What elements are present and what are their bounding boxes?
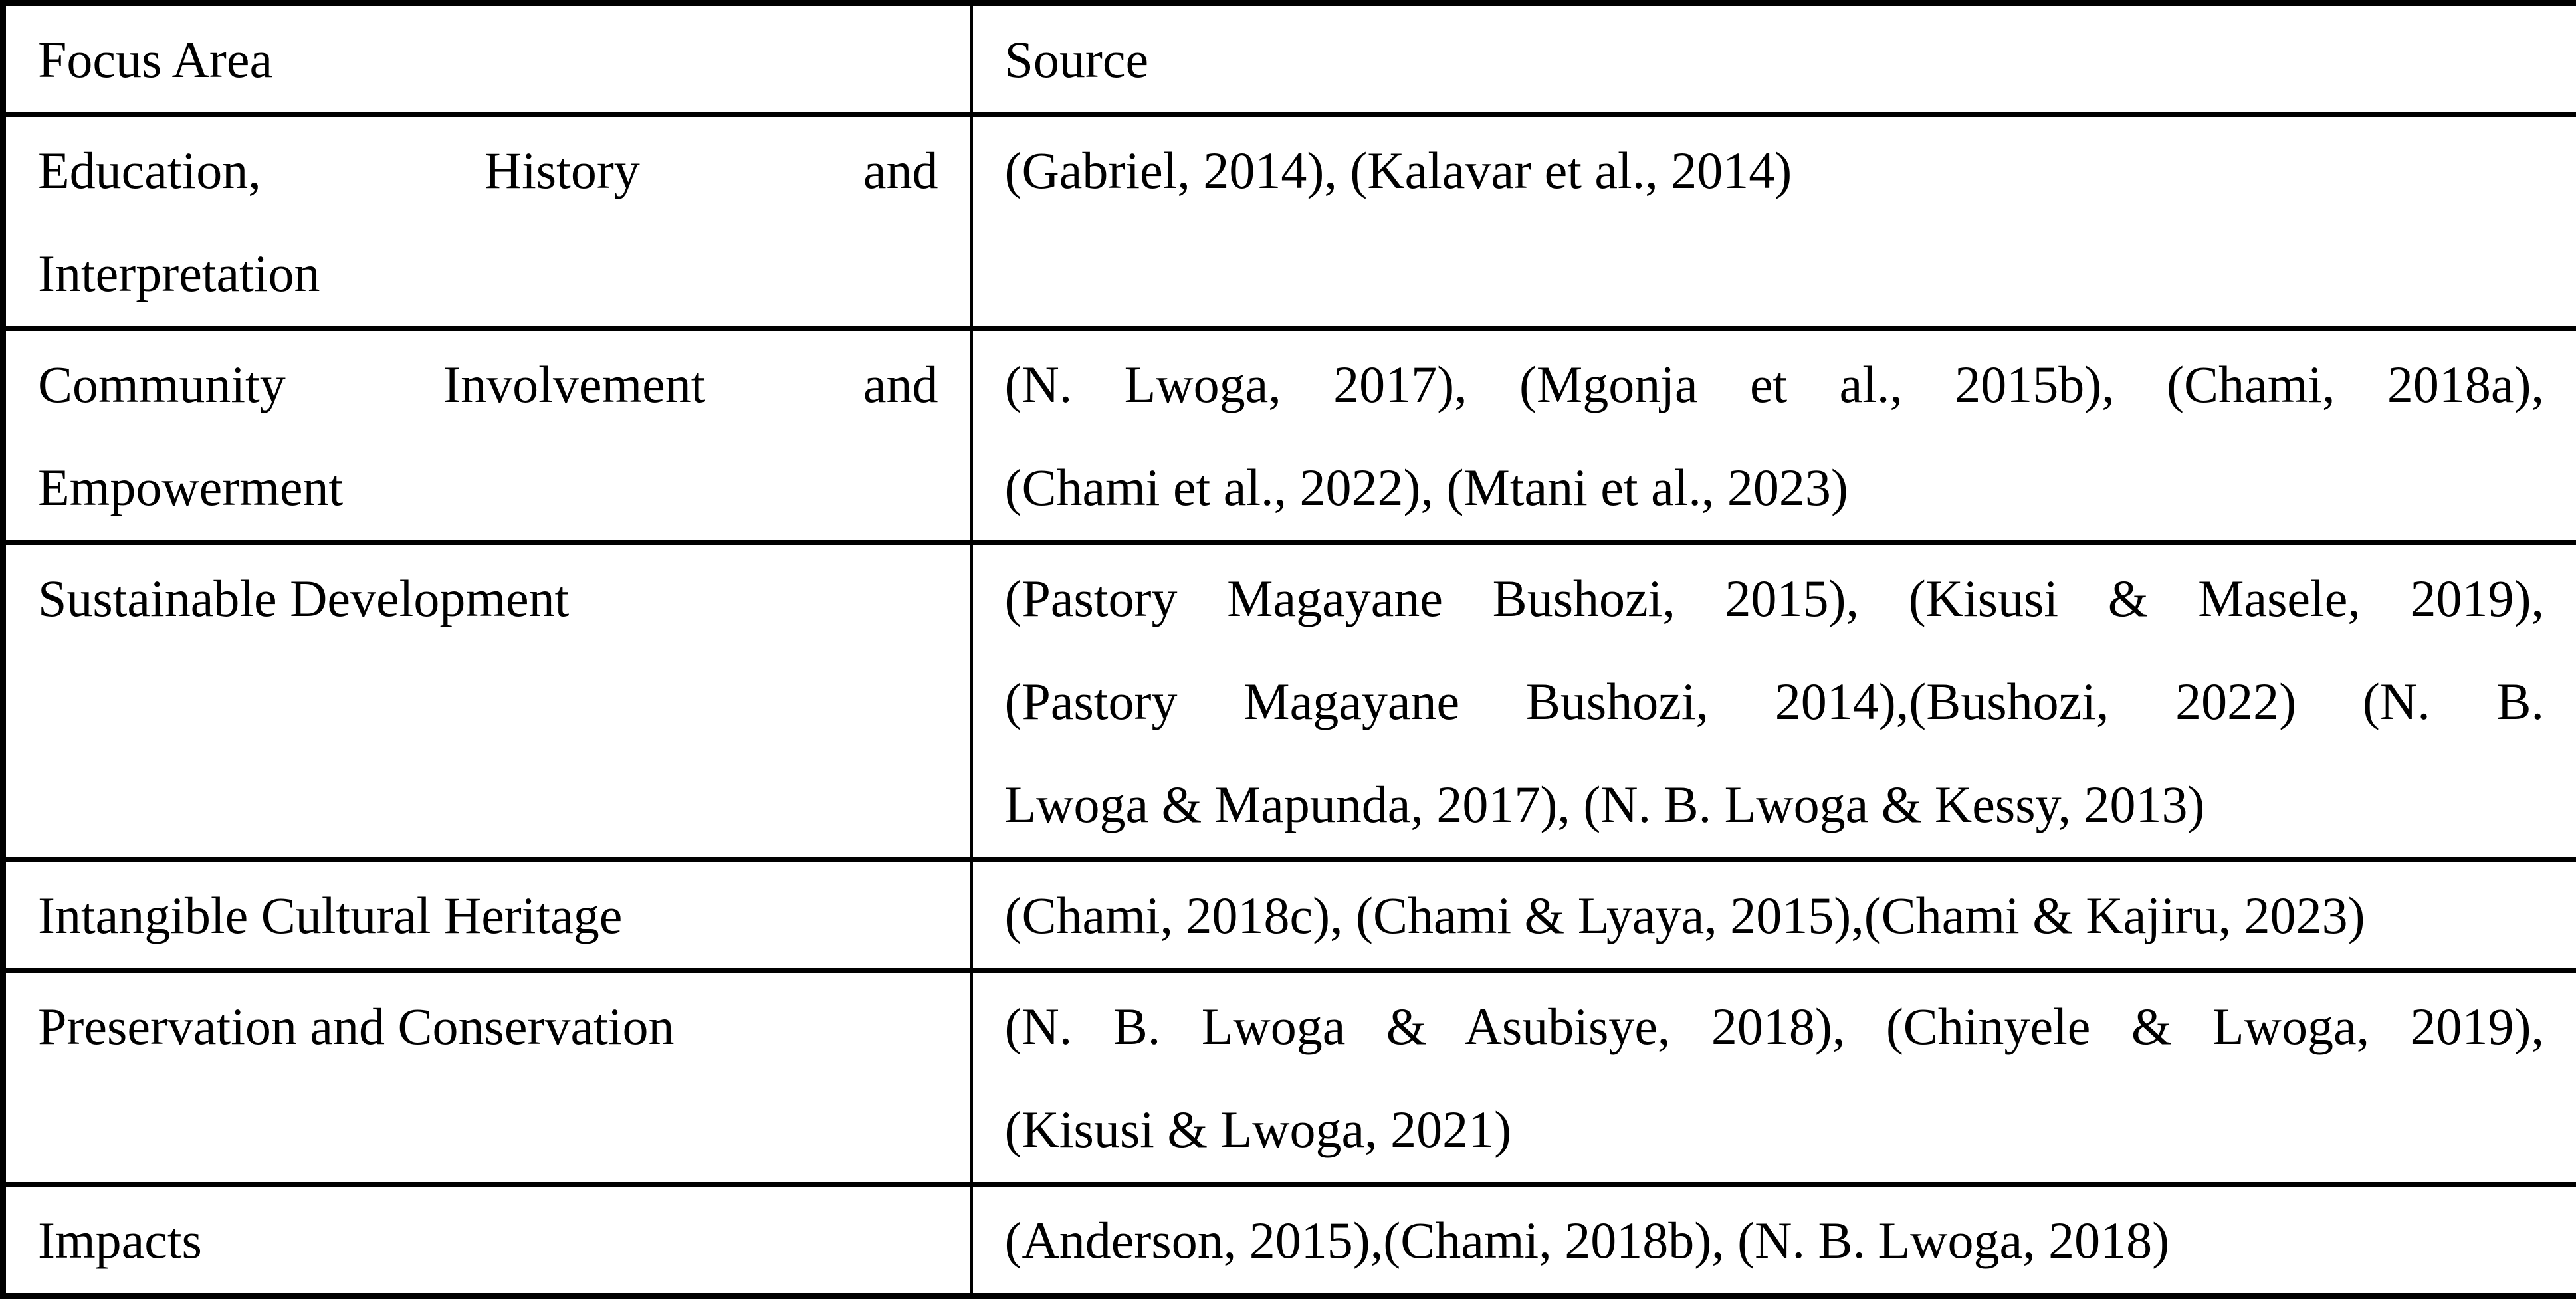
table-row: Impacts (Anderson, 2015),(Chami, 2018b),… [3,1185,2576,1296]
source-line: (Pastory Magayane Bushozi, 2014),(Bushoz… [1005,650,2545,753]
source-line: (Chami, 2018c), (Chami & Lyaya, 2015),(C… [1005,864,2545,967]
source-cell: (Gabriel, 2014), (Kalavar et al., 2014) [972,115,2576,329]
header-cell-focus-area: Focus Area [3,3,972,115]
focus-area-cell: Preservation and Conservation [3,971,972,1185]
focus-area-line: Education, History and [38,119,938,222]
focus-area-line: Community Involvement and [38,333,938,436]
table-row: Intangible Cultural Heritage (Chami, 201… [3,860,2576,971]
source-cell: (Anderson, 2015),(Chami, 2018b), (N. B. … [972,1185,2576,1296]
focus-area-line: Impacts [38,1189,938,1292]
focus-area-line: Interpretation [38,222,938,325]
header-cell-source: Source [972,3,2576,115]
table-body: Focus Area Source Education, History and… [3,3,2576,1296]
source-line: (Pastory Magayane Bushozi, 2015), (Kisus… [1005,547,2545,650]
source-line: (Anderson, 2015),(Chami, 2018b), (N. B. … [1005,1189,2545,1292]
focus-area-cell: Impacts [3,1185,972,1296]
table-row: Sustainable Development (Pastory Magayan… [3,543,2576,860]
source-line: (Kisusi & Lwoga, 2021) [1005,1078,2545,1181]
focus-area-line: Empowerment [38,436,938,539]
source-line: (Chami et al., 2022), (Mtani et al., 202… [1005,436,2545,539]
source-line: Lwoga & Mapunda, 2017), (N. B. Lwoga & K… [1005,753,2545,856]
focus-area-line: Sustainable Development [38,547,938,650]
source-line: (Gabriel, 2014), (Kalavar et al., 2014) [1005,119,2545,222]
table-row: Preservation and Conservation (N. B. Lwo… [3,971,2576,1185]
focus-area-cell: Sustainable Development [3,543,972,860]
source-cell: (Pastory Magayane Bushozi, 2015), (Kisus… [972,543,2576,860]
focus-area-line: Intangible Cultural Heritage [38,864,938,967]
header-label-focus-area: Focus Area [38,8,938,111]
header-label-source: Source [1005,8,2545,111]
source-cell: (Chami, 2018c), (Chami & Lyaya, 2015),(C… [972,860,2576,971]
focus-area-cell: Intangible Cultural Heritage [3,860,972,971]
source-line: (N. Lwoga, 2017), (Mgonja et al., 2015b)… [1005,333,2545,436]
header-row: Focus Area Source [3,3,2576,115]
source-cell: (N. Lwoga, 2017), (Mgonja et al., 2015b)… [972,329,2576,543]
focus-area-line: Preservation and Conservation [38,975,938,1078]
source-line: (N. B. Lwoga & Asubisye, 2018), (Chinyel… [1005,975,2545,1078]
source-cell: (N. B. Lwoga & Asubisye, 2018), (Chinyel… [972,971,2576,1185]
